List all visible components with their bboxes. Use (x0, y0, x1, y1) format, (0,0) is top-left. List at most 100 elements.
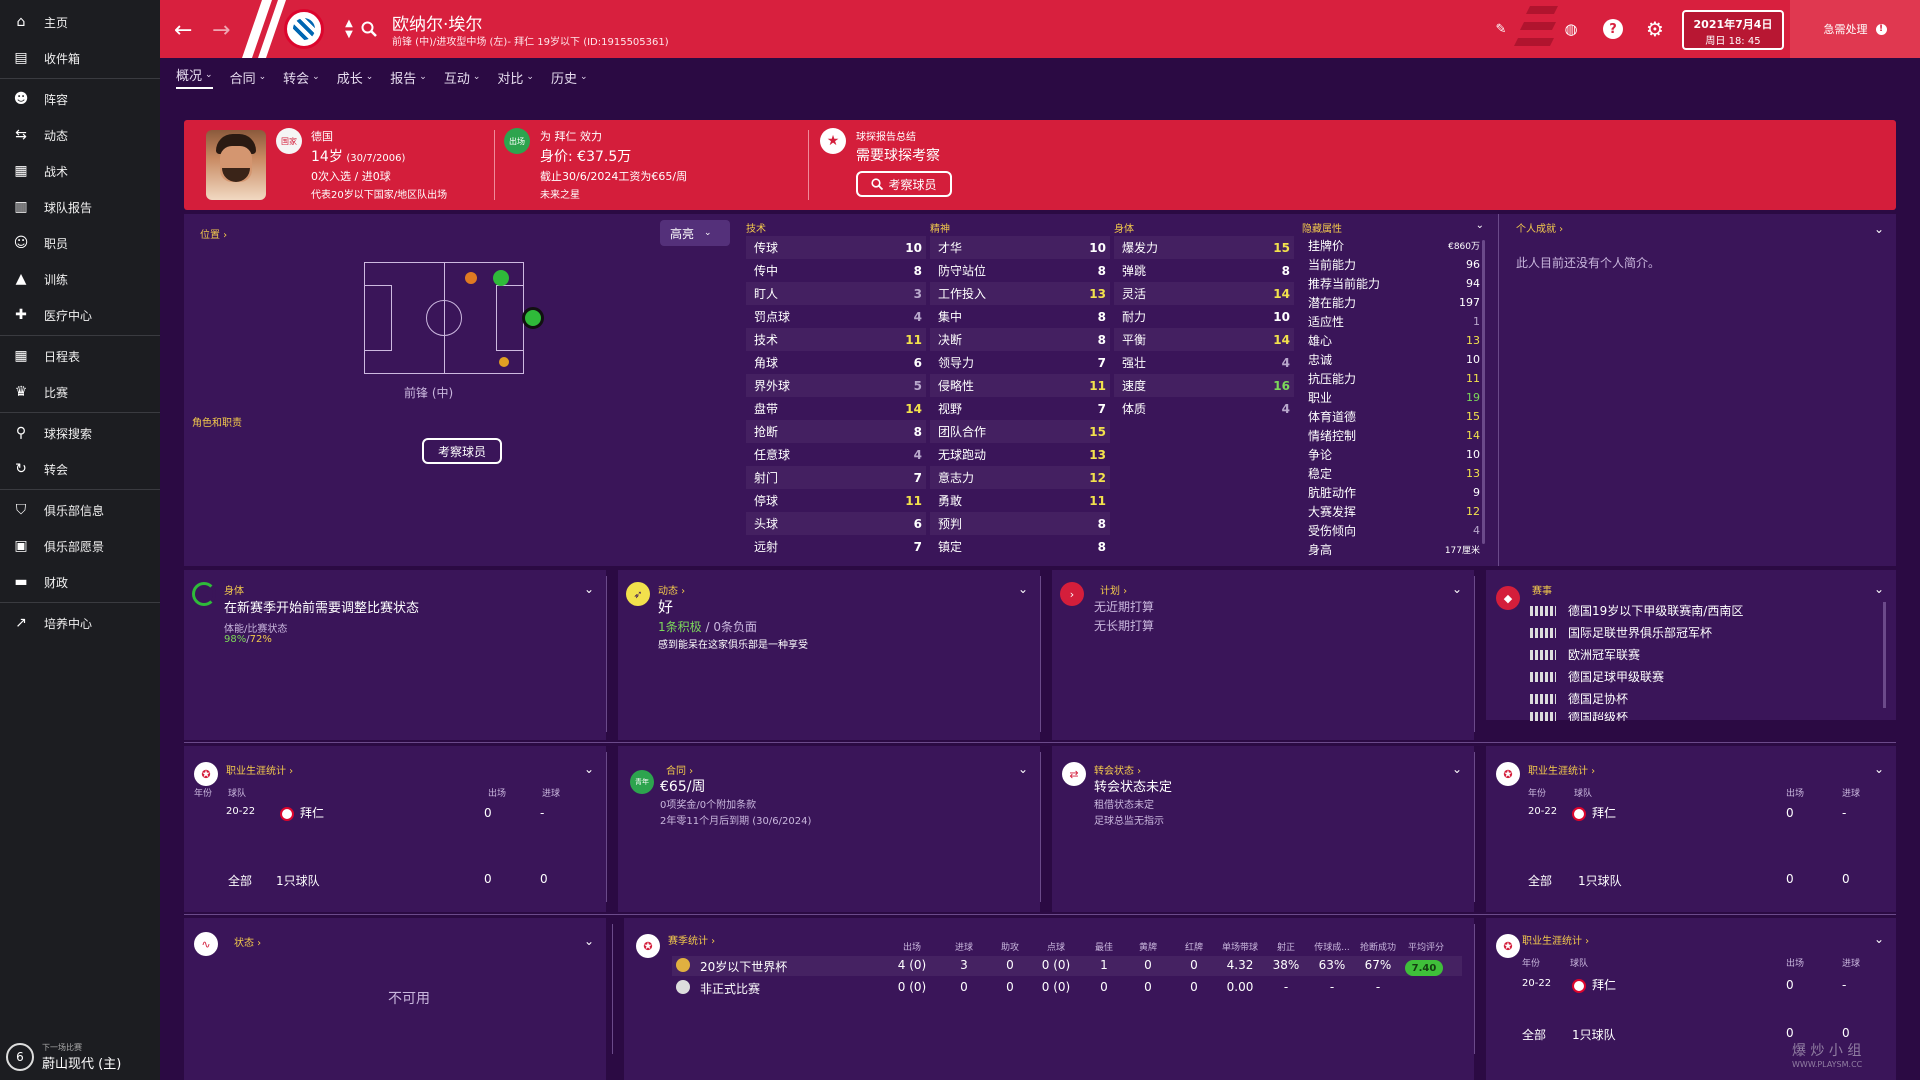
hidden-attr-row[interactable]: 大赛发挥 12 (1302, 502, 1484, 521)
attr-row[interactable]: 集中 8 (930, 305, 1110, 328)
tab-0[interactable]: 概况 ⌄ (176, 65, 213, 89)
competitions-title[interactable]: 赛事 (1532, 586, 1552, 597)
hidden-attr-row[interactable]: 肮脏动作 9 (1302, 483, 1484, 502)
sidebar-item-15[interactable]: ▬ 财政 (0, 564, 160, 600)
sidebar-item-8[interactable]: ✚ 医疗中心 (0, 297, 160, 333)
competition-item[interactable]: 德国足球甲级联赛 (1530, 668, 1664, 685)
attr-row[interactable]: 意志力 12 (930, 466, 1110, 489)
attr-row[interactable]: 预判 8 (930, 512, 1110, 535)
attr-row[interactable]: 视野 7 (930, 397, 1110, 420)
attr-row[interactable]: 耐力 10 (1114, 305, 1294, 328)
sidebar-item-3[interactable]: ⇆ 动态 (0, 117, 160, 153)
hidden-attr-row[interactable]: 雄心 13 (1302, 331, 1484, 350)
hidden-attr-row[interactable]: 挂牌价 €860万 (1302, 236, 1484, 255)
attr-row[interactable]: 头球 6 (746, 512, 926, 535)
season-row[interactable] (672, 956, 1462, 976)
season-stats-link[interactable]: 赛季统计 › (668, 936, 716, 947)
attr-row[interactable]: 传中 8 (746, 259, 926, 282)
competitions-scrollbar[interactable] (1883, 602, 1886, 708)
help-icon[interactable]: ? (1600, 16, 1626, 42)
hidden-attr-row[interactable]: 争论 10 (1302, 445, 1484, 464)
sidebar-item-10[interactable]: ♛ 比赛 (0, 374, 160, 410)
sidebar-item-0[interactable]: ⌂ 主页 (0, 4, 160, 40)
hidden-attr-row[interactable]: 情绪控制 14 (1302, 426, 1484, 445)
sidebar-item-5[interactable]: ▥ 球队报告 (0, 189, 160, 225)
attr-row[interactable]: 停球 11 (746, 489, 926, 512)
attr-row[interactable]: 勇敢 11 (930, 489, 1110, 512)
tab-2[interactable]: 转会 ⌄ (283, 68, 320, 87)
tab-1[interactable]: 合同 ⌄ (230, 68, 267, 87)
chevron-down-icon[interactable]: ⌄ (1873, 582, 1884, 596)
sidebar-item-6[interactable]: ☺ 职员 (0, 225, 160, 261)
edit-pencil-icon[interactable]: ✎ (1495, 21, 1507, 37)
attr-row[interactable]: 速度 16 (1114, 374, 1294, 397)
competition-item[interactable]: 国际足联世界俱乐部冠军杯 (1530, 624, 1712, 641)
sidebar-item-9[interactable]: ▦ 日程表 (0, 338, 160, 374)
hidden-attr-row[interactable]: 忠诚 10 (1302, 350, 1484, 369)
attr-row[interactable]: 才华 10 (930, 236, 1110, 259)
scout-player-button[interactable]: 考察球员 (856, 171, 952, 197)
chevron-down-icon[interactable]: ⌄ (583, 582, 594, 596)
transfer-status-link[interactable]: 转会状态 › (1094, 766, 1142, 777)
tab-7[interactable]: 历史 ⌄ (551, 68, 588, 87)
hidden-attr-row[interactable]: 抗压能力 11 (1302, 369, 1484, 388)
attr-row[interactable]: 技术 11 (746, 328, 926, 351)
tab-5[interactable]: 互动 ⌄ (444, 68, 481, 87)
attr-row[interactable]: 工作投入 13 (930, 282, 1110, 305)
sidebar-item-4[interactable]: ▦ 战术 (0, 153, 160, 189)
attr-row[interactable]: 罚点球 4 (746, 305, 926, 328)
career-team[interactable]: 拜仁 (1572, 976, 1616, 993)
chevron-down-icon[interactable]: ⌄ (1873, 932, 1884, 946)
attr-row[interactable]: 盯人 3 (746, 282, 926, 305)
forward-arrow-icon[interactable]: → (212, 18, 231, 43)
tab-4[interactable]: 报告 ⌄ (390, 68, 427, 87)
career-stats-link[interactable]: 职业生涯统计 › (226, 766, 294, 777)
hidden-attr-row[interactable]: 稳定 13 (1302, 464, 1484, 483)
hidden-attr-row[interactable]: 身高 177厘米 (1302, 540, 1484, 559)
chevron-down-icon[interactable]: ⌄ (1874, 222, 1885, 236)
career-team[interactable]: 拜仁 (1572, 804, 1616, 821)
form-link[interactable]: 状态 › (234, 938, 262, 949)
hidden-attr-row[interactable]: 职业 19 (1302, 388, 1484, 407)
sidebar-item-12[interactable]: ↻ 转会 (0, 451, 160, 487)
attr-row[interactable]: 团队合作 15 (930, 420, 1110, 443)
roles-label[interactable]: 角色和职责 (192, 418, 242, 429)
sidebar-item-16[interactable]: ↗ 培养中心 (0, 605, 160, 641)
attr-row[interactable]: 任意球 4 (746, 443, 926, 466)
attr-row[interactable]: 领导力 7 (930, 351, 1110, 374)
plays-for[interactable]: 为 拜仁 效力 (540, 130, 602, 143)
position-link[interactable]: 位置 › (200, 230, 228, 241)
player-switch-icon[interactable]: ▲ ▼ (345, 18, 353, 40)
career-team[interactable]: 拜仁 (280, 804, 324, 821)
tab-6[interactable]: 对比 ⌄ (497, 68, 534, 87)
attr-row[interactable]: 防守站位 8 (930, 259, 1110, 282)
plans-link[interactable]: 计划 › (1100, 586, 1128, 597)
attr-row[interactable]: 爆发力 15 (1114, 236, 1294, 259)
highlight-dropdown[interactable]: 高亮 ⌄ (660, 220, 730, 246)
attr-row[interactable]: 灵活 14 (1114, 282, 1294, 305)
hidden-attr-row[interactable]: 潜在能力 197 (1302, 293, 1484, 312)
career-stats-link-3[interactable]: 职业生涯统计 › (1522, 936, 1590, 947)
competition-item[interactable]: 德国足协杯 (1530, 690, 1628, 707)
tab-3[interactable]: 成长 ⌄ (337, 68, 374, 87)
hidden-attr-row[interactable]: 适应性 1 (1302, 312, 1484, 331)
competition-item[interactable]: 德国19岁以下甲级联赛南/西南区 (1530, 602, 1743, 619)
competition-item[interactable]: 德国超级杯 (1530, 712, 1628, 721)
hidden-scrollbar[interactable] (1482, 240, 1485, 544)
chevron-down-icon[interactable]: ⌄ (1475, 220, 1484, 231)
chevron-down-icon[interactable]: ⌄ (1451, 762, 1462, 776)
attr-row[interactable]: 传球 10 (746, 236, 926, 259)
chevron-down-icon[interactable]: ⌄ (1873, 762, 1884, 776)
club-crest-icon[interactable] (284, 9, 324, 49)
attr-row[interactable]: 界外球 5 (746, 374, 926, 397)
attr-row[interactable]: 平衡 14 (1114, 328, 1294, 351)
sidebar-item-2[interactable]: ☻ 阵容 (0, 81, 160, 117)
attr-row[interactable]: 侵略性 11 (930, 374, 1110, 397)
attr-row[interactable]: 无球跑动 13 (930, 443, 1110, 466)
competition-item[interactable]: 欧洲冠军联赛 (1530, 646, 1640, 663)
positive-count[interactable]: 1条积极 (658, 620, 702, 634)
next-match-button[interactable]: 6 下一场比赛 蔚山现代 (主) (0, 1034, 160, 1080)
sidebar-item-13[interactable]: ⛉ 俱乐部信息 (0, 492, 160, 528)
search-icon[interactable] (356, 16, 382, 42)
chevron-down-icon[interactable]: ⌄ (583, 934, 594, 948)
